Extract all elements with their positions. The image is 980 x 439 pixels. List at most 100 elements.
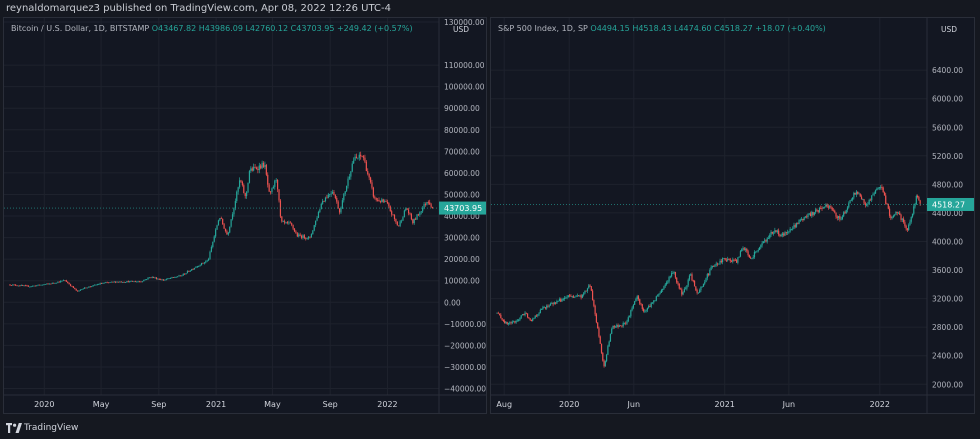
spx-symbol-title: S&P 500 Index, 1D, SP: [498, 24, 588, 33]
btc-candle-body: [422, 207, 424, 212]
btc-candle-body: [337, 201, 339, 209]
spx-candle-body: [858, 193, 860, 195]
btc-current-price-badge: [439, 201, 486, 215]
spx-chart-svg[interactable]: 6400.00 6000.00 5600.00 5200.00 4800.00 4400.…: [491, 18, 975, 414]
btc-candle-body: [229, 226, 231, 233]
btc-candle-body: [151, 276, 153, 278]
btc-candle-body: [291, 223, 293, 225]
btc-candle-body: [241, 181, 243, 186]
spx-candle-body: [915, 195, 917, 205]
spx-y-tick-label: 6400.00: [932, 66, 963, 75]
btc-candle-body: [257, 168, 259, 171]
btc-candle-body: [247, 182, 249, 193]
spx-candle-body: [767, 237, 770, 239]
spx-candle-body: [784, 232, 786, 236]
btc-candle-body: [234, 201, 236, 208]
spx-x-tick-label: 2020: [559, 400, 579, 409]
spx-candle-body: [608, 341, 610, 347]
btc-candle-body: [371, 182, 373, 188]
btc-candle-body: [289, 222, 291, 224]
btc-candle-body: [51, 282, 53, 284]
btc-candle-body: [429, 202, 431, 205]
spx-candle-body: [702, 283, 705, 287]
spx-candle-body: [868, 199, 870, 204]
spx-candle-body: [876, 188, 878, 191]
spx-candle-body: [739, 251, 742, 257]
spx-candle-body: [631, 307, 633, 311]
spx-candle-body: [860, 196, 863, 200]
btc-candle-body: [86, 287, 89, 289]
btc-candle-body: [278, 189, 280, 201]
spx-candle-body: [672, 272, 674, 274]
spx-candle-body: [514, 321, 516, 323]
spx-candle-body: [832, 210, 835, 212]
btc-candle-body: [69, 284, 72, 286]
spx-current-price-label: 4518.27: [932, 200, 965, 209]
spx-candle-body: [857, 191, 859, 194]
btc-candle-body: [379, 201, 382, 203]
btc-candle-body: [164, 279, 166, 281]
btc-candle-body: [79, 289, 82, 291]
btc-y-tick-label: 60000.00: [444, 169, 480, 178]
spx-candle-body: [854, 192, 856, 195]
spx-candle-body: [506, 322, 508, 325]
spx-candle-body: [872, 194, 874, 196]
spx-candle-body: [818, 207, 821, 213]
btc-candle-body: [362, 156, 365, 158]
btc-candle-body: [196, 266, 198, 268]
spx-candle-body: [743, 248, 745, 250]
spx-candle-body: [566, 296, 568, 298]
spx-candle-body: [637, 296, 640, 300]
btc-candle-body: [116, 281, 118, 283]
spx-candle-body: [699, 290, 701, 293]
spx-candle-body: [561, 299, 563, 302]
spx-candle-body: [693, 280, 696, 287]
spx-y-tick-label: 4400.00: [932, 209, 963, 218]
btc-candle-body: [199, 265, 201, 267]
spx-x-tick-label: 2021: [715, 400, 735, 409]
btc-candle-body: [285, 222, 287, 223]
spx-candle-body: [656, 295, 659, 297]
spx-candle-body: [507, 323, 510, 325]
spx-y-tick-label: 4000.00: [932, 237, 963, 246]
bitcoin-chart-panel[interactable]: 130000.00 110000.00 100000.00 90000.00 80000…: [3, 17, 487, 414]
spx-candle-body: [853, 192, 855, 198]
spx-candle-body: [539, 309, 541, 314]
bitcoin-close: C43703.95: [290, 24, 335, 33]
spx-candle-body: [583, 293, 585, 295]
btc-candle-body: [344, 191, 346, 194]
spx-x-tick-label: Jun: [782, 400, 796, 409]
spx-candle-body: [718, 263, 720, 265]
spx-chart-panel[interactable]: 6400.00 6000.00 5600.00 5200.00 4800.00 4400.…: [490, 17, 975, 414]
btc-candle-body: [420, 211, 422, 213]
spx-candle-body: [665, 282, 668, 285]
spx-candle-body: [556, 301, 558, 304]
spx-candle-body: [557, 300, 559, 302]
spx-candle-body: [654, 300, 656, 302]
btc-candle-body: [300, 235, 303, 238]
spx-candle-body: [632, 304, 634, 308]
btc-candle-body: [105, 282, 107, 284]
spx-candle-body: [673, 271, 675, 273]
btc-candle-body: [61, 280, 63, 282]
spx-candle-body: [526, 313, 529, 318]
btc-candle-body: [368, 174, 370, 178]
spx-candle-body: [570, 295, 572, 297]
bitcoin-chart-svg[interactable]: 130000.00 110000.00 100000.00 90000.00 80000…: [4, 18, 487, 414]
btc-candle-body: [117, 281, 120, 283]
btc-candle-body: [226, 231, 228, 235]
spx-candle-body: [714, 264, 716, 267]
spx-candle-body: [535, 315, 538, 317]
spx-candle-body: [830, 206, 832, 208]
btc-candle-body: [103, 282, 105, 284]
spx-candle-body: [741, 249, 743, 252]
spx-candle-body: [792, 228, 794, 230]
spx-candle-body: [897, 212, 900, 214]
footer-bar: TradingView: [0, 418, 980, 439]
spx-x-tick-label: Jun: [627, 400, 641, 409]
spx-candle-body: [908, 225, 910, 230]
btc-currency-label: USD: [453, 25, 469, 34]
spx-candle-body: [804, 216, 807, 218]
spx-candle-body: [548, 305, 550, 307]
btc-candle-body: [33, 285, 35, 287]
